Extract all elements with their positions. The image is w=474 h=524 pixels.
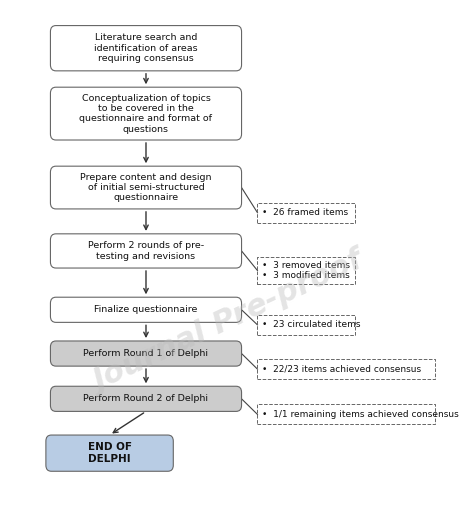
FancyBboxPatch shape [50,234,242,268]
Text: •  3 removed items
•  3 modified items: • 3 removed items • 3 modified items [262,261,350,280]
Text: Conceptualization of topics
to be covered in the
questionnaire and format of
que: Conceptualization of topics to be covere… [80,93,212,134]
Text: Literature search and
identification of areas
requiring consensus: Literature search and identification of … [94,34,198,63]
Text: END OF
DELPHI: END OF DELPHI [88,442,132,464]
FancyBboxPatch shape [50,166,242,209]
Text: Perform Round 2 of Delphi: Perform Round 2 of Delphi [83,395,209,403]
Text: •  22/23 items achieved consensus: • 22/23 items achieved consensus [262,365,421,374]
Text: Perform Round 1 of Delphi: Perform Round 1 of Delphi [83,349,209,358]
Text: Finalize questionnaire: Finalize questionnaire [94,305,198,314]
Text: •  1/1 remaining items achieved consensus: • 1/1 remaining items achieved consensus [262,410,459,419]
FancyBboxPatch shape [50,386,242,411]
FancyBboxPatch shape [50,341,242,366]
Text: •  26 framed items: • 26 framed items [262,208,348,217]
Text: •  23 circulated items: • 23 circulated items [262,320,361,330]
Text: Perform 2 rounds of pre-
testing and revisions: Perform 2 rounds of pre- testing and rev… [88,241,204,260]
Text: Prepare content and design
of initial semi-structured
questionnaire: Prepare content and design of initial se… [80,172,212,202]
FancyBboxPatch shape [50,87,242,140]
FancyBboxPatch shape [50,297,242,322]
FancyBboxPatch shape [50,26,242,71]
FancyBboxPatch shape [46,435,173,471]
Text: Journal Pre-proof: Journal Pre-proof [88,247,367,398]
